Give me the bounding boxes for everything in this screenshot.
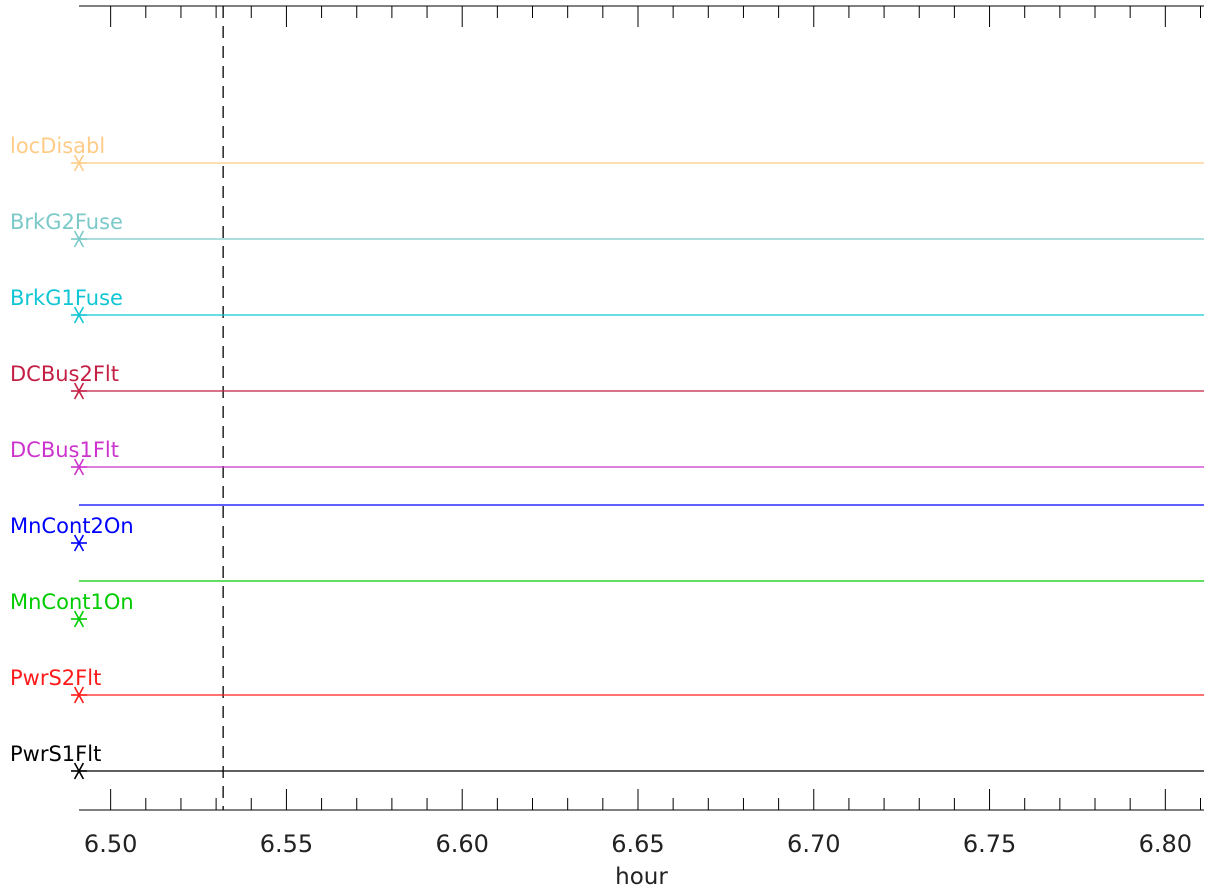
series-label: MnCont2On	[10, 514, 134, 538]
series-marker-asterisk	[71, 686, 87, 704]
series-label: MnCont1On	[10, 590, 134, 614]
series-MnCont1On: MnCont1On	[10, 580, 1204, 628]
x-tick-label: 6.60	[435, 830, 488, 858]
series-DCBus1Flt: DCBus1Flt	[10, 438, 1204, 476]
x-axis-title: hour	[615, 864, 668, 890]
series-DCBus2Flt: DCBus2Flt	[10, 362, 1204, 400]
series-BrkG1Fuse: BrkG1Fuse	[10, 286, 1204, 324]
asterisk-stroke	[73, 610, 85, 628]
series-marker-asterisk	[71, 458, 87, 476]
series-marker-asterisk	[71, 306, 87, 324]
series-marker-asterisk	[71, 610, 87, 628]
asterisk-stroke	[73, 382, 85, 400]
x-tick-label: 6.80	[1139, 830, 1192, 858]
series-label: locDisabl	[10, 134, 105, 158]
series-marker-asterisk	[71, 382, 87, 400]
asterisk-stroke	[73, 154, 85, 172]
series-layer: PwrS1Flt PwrS2Flt MnCont1On MnCont2On DCBus1…	[10, 134, 1204, 780]
x-tick-label: 6.75	[963, 830, 1016, 858]
x-tick-label: 6.65	[611, 830, 664, 858]
top-axis	[79, 5, 1204, 27]
asterisk-stroke	[73, 458, 85, 476]
series-label: BrkG2Fuse	[10, 210, 123, 234]
x-tick-label: 6.70	[787, 830, 840, 858]
series-label: DCBus2Flt	[10, 362, 119, 386]
asterisk-stroke	[73, 534, 85, 552]
series-label: PwrS2Flt	[10, 666, 101, 690]
series-label: DCBus1Flt	[10, 438, 119, 462]
bottom-axis: 6.50 6.55 6.60 6.65 6.70 6.75 6.80	[79, 789, 1204, 858]
series-marker-asterisk	[71, 230, 87, 248]
series-marker-asterisk	[71, 762, 87, 780]
asterisk-stroke	[73, 762, 85, 780]
series-PwrS2Flt: PwrS2Flt	[10, 666, 1204, 704]
series-marker-asterisk	[71, 154, 87, 172]
asterisk-stroke	[73, 230, 85, 248]
series-PwrS1Flt: PwrS1Flt	[10, 742, 1204, 780]
series-BrkG2Fuse: BrkG2Fuse	[10, 210, 1204, 248]
x-tick-label: 6.50	[84, 830, 137, 858]
series-label: PwrS1Flt	[10, 742, 101, 766]
series-label: BrkG1Fuse	[10, 286, 123, 310]
asterisk-stroke	[73, 306, 85, 324]
series-locDisabl: locDisabl	[10, 134, 1204, 172]
series-marker-asterisk	[71, 534, 87, 552]
series-MnCont2On: MnCont2On	[10, 504, 1204, 552]
asterisk-stroke	[73, 686, 85, 704]
x-tick-label: 6.55	[260, 830, 313, 858]
